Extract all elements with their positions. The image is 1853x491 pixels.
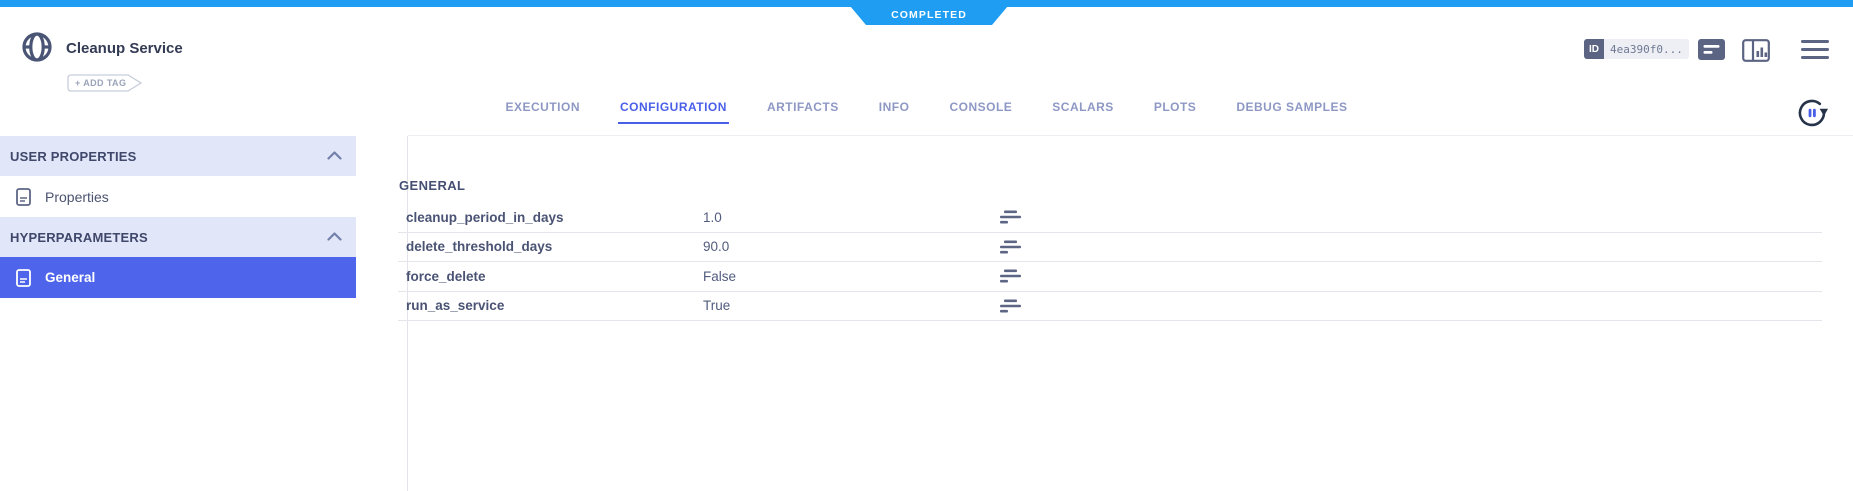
summary-lines-icon[interactable] — [1000, 269, 1022, 283]
tab-console[interactable]: CONSOLE — [949, 100, 1013, 114]
document-icon — [16, 187, 31, 206]
sidebar-item-label: Properties — [45, 188, 109, 205]
summary-lines-icon[interactable] — [1000, 210, 1022, 224]
tab-configuration[interactable]: CONFIGURATION — [618, 100, 729, 124]
sidebar-item-label: General — [45, 270, 96, 285]
add-tag-label: + ADD TAG — [75, 78, 127, 88]
status-badge: COMPLETED — [845, 0, 1013, 25]
param-key: cleanup_period_in_days — [406, 209, 564, 225]
param-value: True — [703, 298, 731, 314]
auto-refresh-pause-icon[interactable] — [1796, 97, 1828, 134]
description-icon[interactable] — [1698, 39, 1725, 66]
param-key: run_as_service — [406, 298, 505, 314]
tab-plots[interactable]: PLOTS — [1153, 100, 1197, 114]
chevron-up-icon — [327, 147, 342, 165]
param-key: delete_threshold_days — [406, 239, 553, 255]
chevron-up-icon — [327, 228, 342, 246]
page-title: Cleanup Service — [66, 40, 183, 57]
tab-scalars[interactable]: SCALARS — [1052, 100, 1114, 114]
table-row: run_as_service True — [398, 292, 1822, 321]
document-icon — [16, 268, 31, 287]
params-section-title: GENERAL — [399, 178, 466, 193]
sidebar-section-hyperparameters[interactable]: HYPERPARAMETERS — [0, 217, 356, 257]
globe-icon — [20, 30, 54, 69]
param-key: force_delete — [406, 268, 486, 284]
sidebar: USER PROPERTIES Properties HYPERPARAMETE… — [0, 136, 408, 491]
params-table: cleanup_period_in_days 1.0 delete_thresh… — [398, 203, 1822, 321]
id-badge: ID — [1584, 39, 1604, 59]
section-title: USER PROPERTIES — [10, 148, 137, 164]
summary-lines-icon[interactable] — [1000, 299, 1022, 313]
task-id-chip[interactable]: ID 4ea390f0... — [1584, 39, 1689, 59]
tab-execution[interactable]: EXECUTION — [505, 100, 580, 114]
sidebar-item-properties[interactable]: Properties — [0, 176, 356, 217]
hamburger-menu-icon[interactable] — [1801, 40, 1829, 59]
sidebar-section-user-properties[interactable]: USER PROPERTIES — [0, 136, 356, 176]
content-divider — [408, 135, 1853, 136]
section-title: HYPERPARAMETERS — [10, 229, 148, 245]
sidebar-item-general[interactable]: General — [0, 257, 356, 298]
id-value: 4ea390f0... — [1604, 39, 1689, 59]
tab-artifacts[interactable]: ARTIFACTS — [766, 100, 839, 114]
add-tag-button[interactable]: + ADD TAG — [67, 74, 143, 92]
table-row: force_delete False — [398, 262, 1822, 292]
table-row: cleanup_period_in_days 1.0 — [398, 203, 1822, 233]
status-badge-label: COMPLETED — [891, 8, 967, 21]
tab-info[interactable]: INFO — [878, 100, 910, 114]
param-value: 1.0 — [703, 209, 722, 225]
tab-bar: EXECUTION CONFIGURATION ARTIFACTS INFO C… — [503, 100, 1349, 124]
summary-lines-icon[interactable] — [1000, 240, 1022, 254]
param-value: 90.0 — [703, 239, 730, 255]
split-panel-chart-icon[interactable] — [1742, 39, 1770, 67]
param-value: False — [703, 268, 737, 284]
tab-debug-samples[interactable]: DEBUG SAMPLES — [1236, 100, 1348, 114]
tag-outline-icon — [67, 74, 143, 92]
table-row: delete_threshold_days 90.0 — [398, 233, 1822, 262]
